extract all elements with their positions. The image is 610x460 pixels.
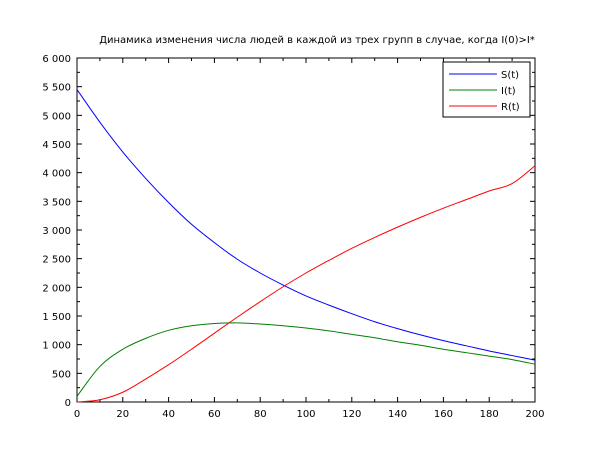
x-tick-label: 0: [74, 409, 80, 420]
x-tick-label: 180: [480, 409, 499, 420]
legend: S(t) I(t) R(t): [442, 61, 531, 118]
y-tick-label: 0: [65, 398, 71, 409]
x-axis: 0 20 40 60 80 100 120 140 160 180 200: [74, 58, 545, 420]
y-tick-label: 4 000: [42, 169, 71, 180]
y-axis: 0 500 1 000 1 500 2 000 2 500 3 000 3 500 4 000 4…: [42, 54, 535, 409]
legend-label-i-t: I(t): [501, 86, 516, 97]
series-line-r-t: [76, 165, 536, 403]
y-tick-label: 3 500: [42, 197, 71, 208]
chart-title: Динамика изменения числа людей в каждой …: [99, 35, 535, 46]
y-tick-label: 5 000: [42, 111, 71, 122]
x-tick-label: 60: [208, 409, 221, 420]
y-tick-label: 5 500: [42, 83, 71, 94]
series-layer: [76, 89, 536, 403]
x-tick-label: 120: [342, 409, 361, 420]
x-tick-label: 160: [434, 409, 453, 420]
x-tick-label: 20: [116, 409, 129, 420]
y-tick-label: 6 000: [42, 54, 71, 65]
x-tick-label: 100: [296, 409, 315, 420]
x-tick-label: 140: [388, 409, 407, 420]
y-tick-label: 4 500: [42, 140, 71, 151]
y-tick-label: 1 000: [42, 341, 71, 352]
y-tick-label: 2 000: [42, 283, 71, 294]
y-tick-label: 3 000: [42, 226, 71, 237]
legend-label-s-t: S(t): [501, 70, 519, 81]
x-tick-label: 200: [525, 409, 544, 420]
series-line-s-t: [76, 89, 536, 361]
y-tick-label: 500: [52, 369, 71, 380]
x-tick-label: 40: [162, 409, 175, 420]
series-line-i-t: [76, 322, 536, 397]
legend-label-r-t: R(t): [501, 102, 520, 113]
x-tick-label: 80: [254, 409, 267, 420]
y-tick-label: 2 500: [42, 255, 71, 266]
y-tick-label: 1 500: [42, 312, 71, 323]
